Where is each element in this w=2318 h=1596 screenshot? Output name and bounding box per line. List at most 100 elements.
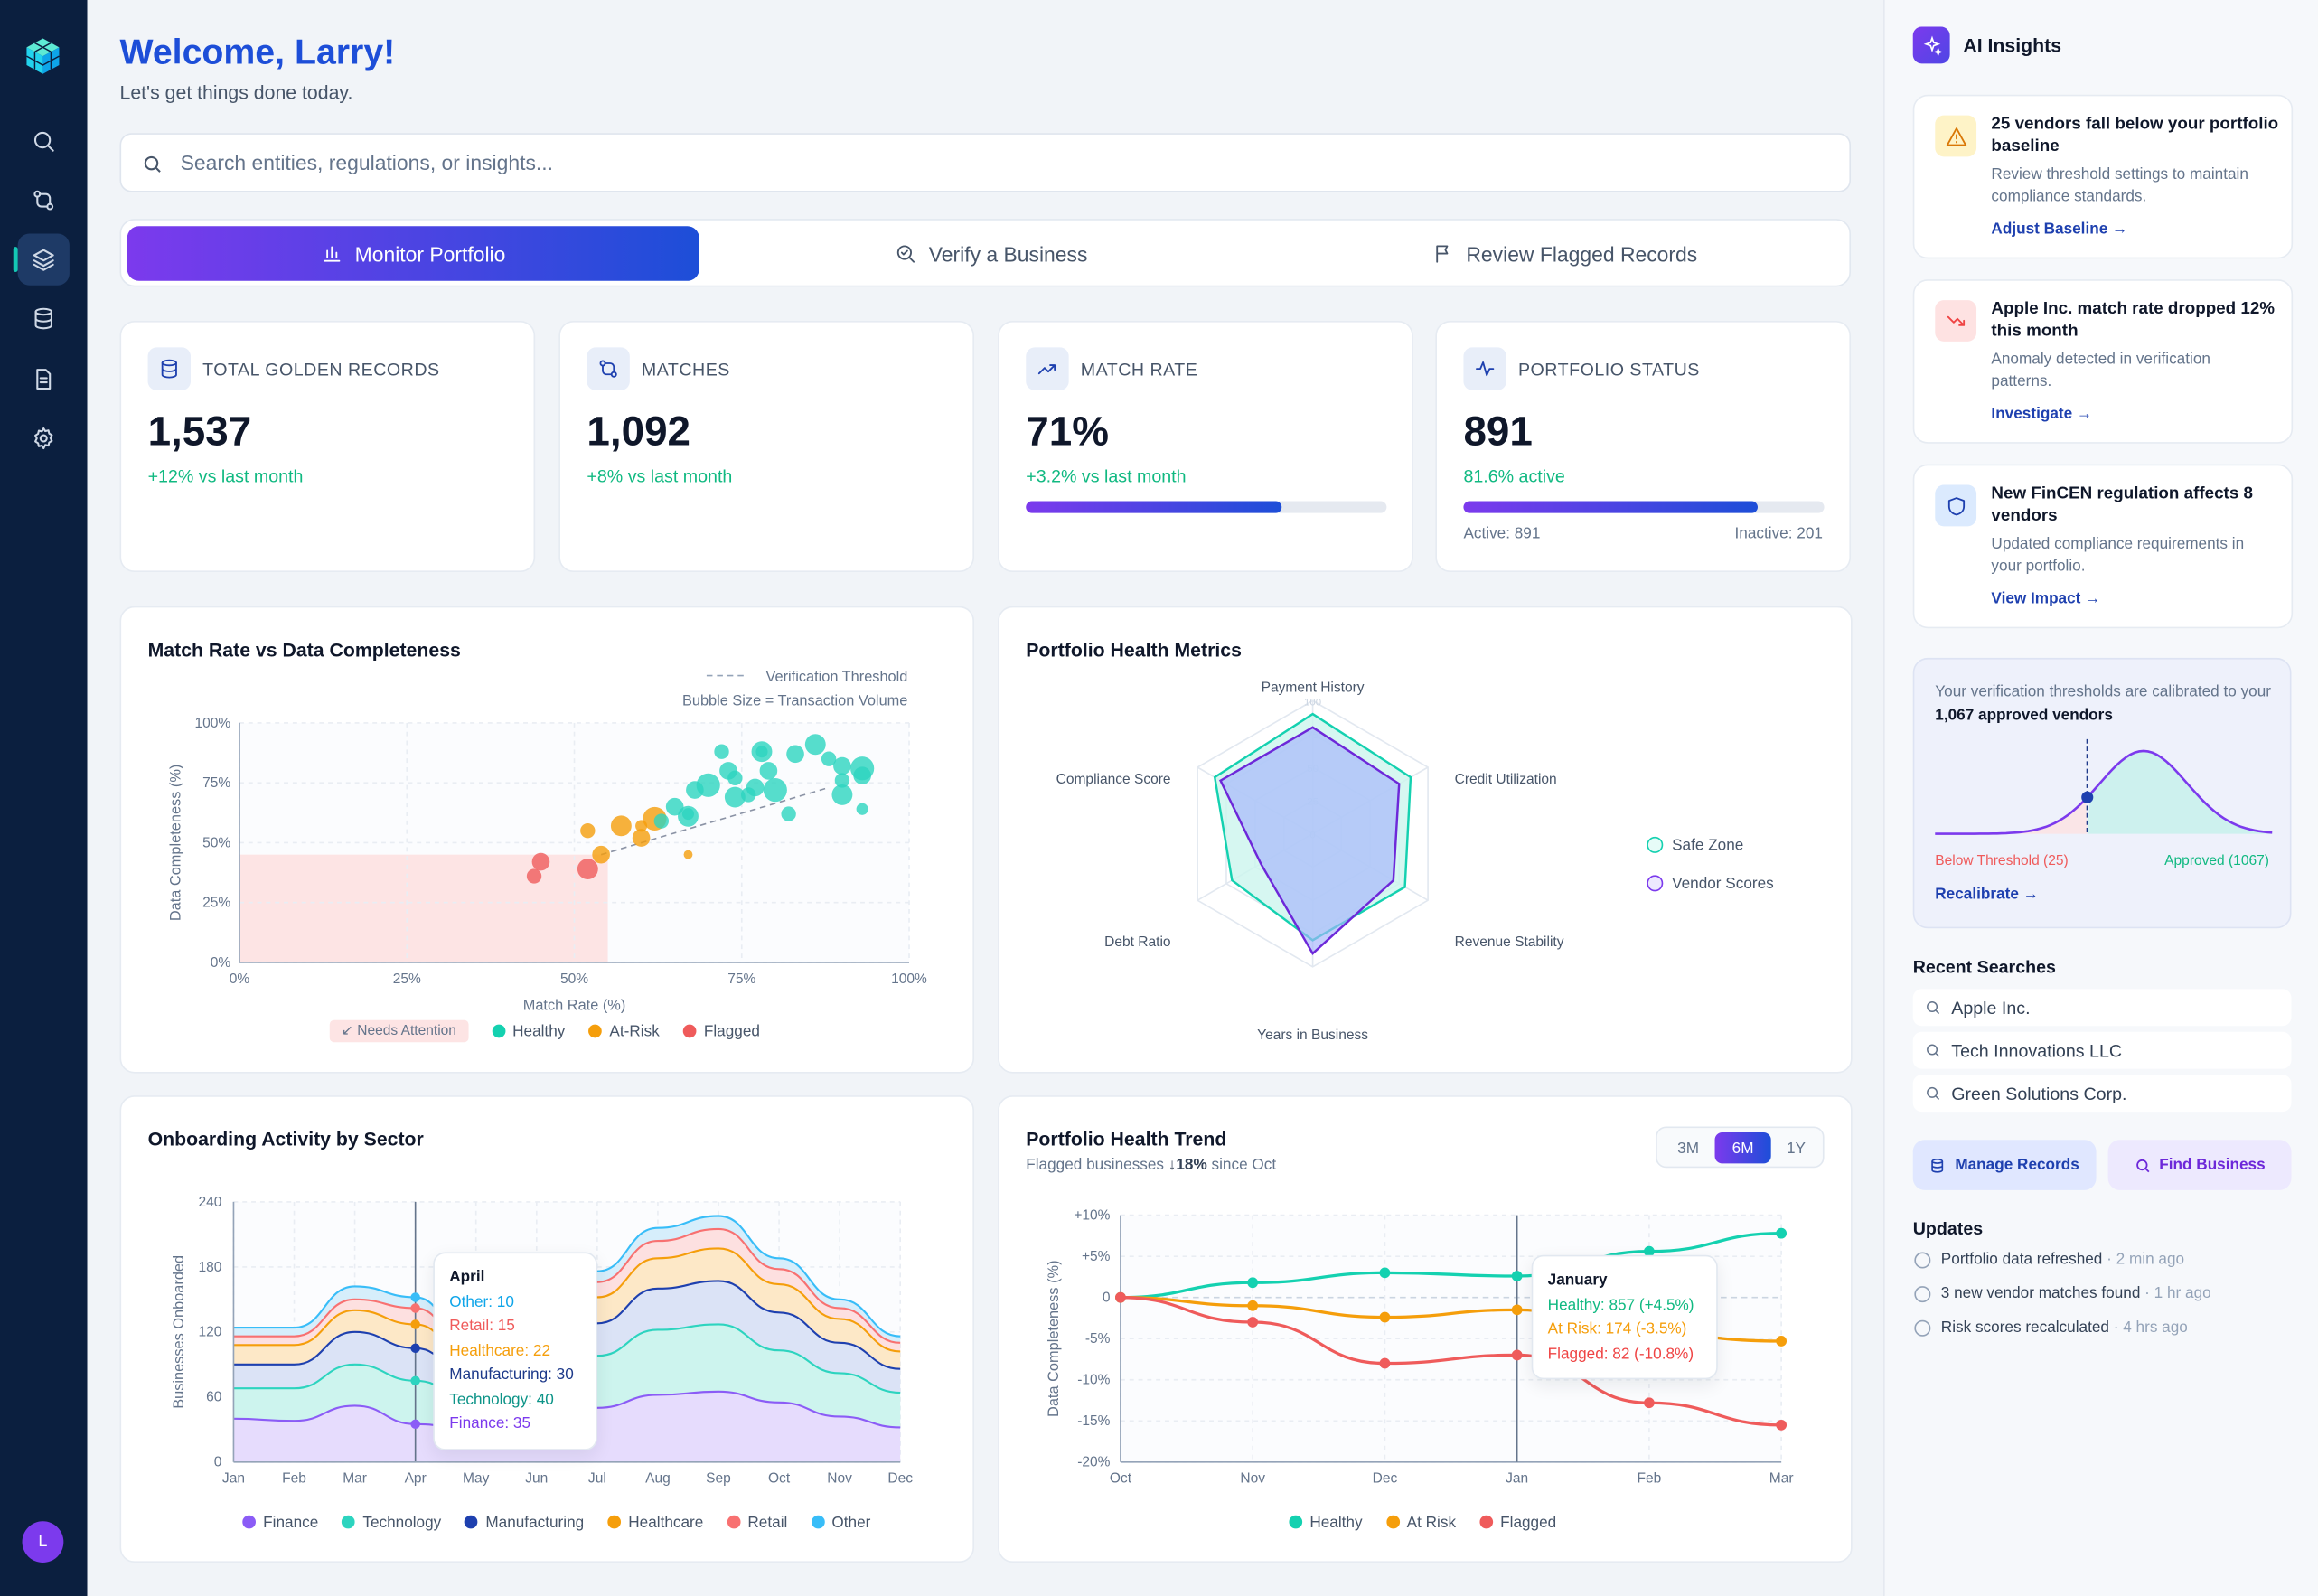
view-impact-link[interactable]: View Impact → <box>1991 589 2101 608</box>
nav-layers-icon[interactable] <box>13 233 70 286</box>
scatter-point-healthy <box>831 784 853 805</box>
portfolio-status-progress <box>1463 501 1825 513</box>
database-icon <box>147 347 192 390</box>
scatter-point-healthy <box>653 813 670 829</box>
kpi-card-portfolio-status: PORTFOLIO STATUS 891 81.6% active Active… <box>1435 320 1852 573</box>
nav-document-icon[interactable] <box>18 353 70 405</box>
scatter-chart: Verification Threshold Bubble Size = Tra… <box>168 669 927 1013</box>
scatter-chart-card: Match Rate vs Data Completeness Verifica… <box>119 606 974 1074</box>
y-tick-label: -15% <box>1077 1413 1110 1429</box>
y-tick-label: 0 <box>214 1455 222 1470</box>
find-business-button[interactable]: Find Business <box>2107 1140 2292 1190</box>
portfolio-status-progress-fill <box>1463 501 1759 513</box>
match-rate-progress <box>1026 501 1387 513</box>
x-tick-label: May <box>463 1471 490 1487</box>
warning-icon <box>1935 115 1977 157</box>
tab-verify-business[interactable]: Verify a Business <box>705 226 1277 281</box>
manage-records-button[interactable]: Manage Records <box>1912 1140 2097 1190</box>
search-input[interactable] <box>180 134 1807 192</box>
radar-tick-label: 100 <box>1304 697 1321 708</box>
scatter-point-healthy <box>804 734 826 756</box>
activity-icon <box>1463 347 1506 390</box>
scatter-point-healthy <box>714 744 729 759</box>
x-tick-label: Jun <box>525 1471 548 1487</box>
x-tick-label: Feb <box>1638 1471 1662 1487</box>
tooltip-row: Other: 10 <box>449 1292 514 1311</box>
kpi-value: 71% <box>1026 408 1109 455</box>
nav-search-icon[interactable] <box>18 116 70 167</box>
flag-icon <box>1435 245 1449 263</box>
scatter-point-at-risk <box>592 845 610 864</box>
tooltip-row: Technology: 40 <box>449 1390 554 1409</box>
recent-search-item[interactable]: Apple Inc. <box>1912 989 2292 1027</box>
x-tick-label: 50% <box>560 972 588 987</box>
needs-attention-zone <box>239 854 608 962</box>
kpi-value: 891 <box>1463 408 1533 455</box>
legend-safe-zone: Safe Zone <box>1647 836 1743 854</box>
y-axis-label: Businesses Onboarded <box>171 1255 187 1409</box>
scatter-point-healthy <box>755 746 768 758</box>
scatter-point-flagged <box>526 868 542 884</box>
insight-card-fincen: New FinCEN regulation affects 8 vendors … <box>1912 464 2294 629</box>
chart-title: Portfolio Health Metrics <box>1026 638 1242 662</box>
page-subtitle: Let's get things done today. <box>119 80 353 104</box>
trend-chart-card: Portfolio Health Trend Flagged businesse… <box>998 1095 1853 1563</box>
chart-title: Portfolio Health Trend <box>1026 1128 1227 1150</box>
threshold-text: Your verification thresholds are calibra… <box>1935 682 2271 725</box>
recalibrate-link[interactable]: Recalibrate → <box>1935 885 2039 904</box>
clock-icon <box>1914 1286 1931 1303</box>
range-1y-button[interactable]: 1Y <box>1786 1139 1807 1158</box>
nav-settings-gear-icon[interactable] <box>18 412 70 464</box>
y-tick-label: 25% <box>202 896 230 911</box>
kpi-value: 1,537 <box>147 408 252 455</box>
search-icon <box>1927 1086 1940 1100</box>
trending-up-icon <box>1026 347 1069 390</box>
tab-label: Verify a Business <box>928 241 1088 266</box>
scatter-point-healthy <box>681 808 695 821</box>
update-item: Portfolio data refreshed · 2 min ago <box>1940 1250 2185 1269</box>
trend-line-chart: +10% +5% 0 -5% -10% -15% -20%Oct Nov Dec Jan Feb Ma… <box>1046 1208 1794 1487</box>
y-tick-label: 75% <box>202 775 230 791</box>
user-avatar[interactable]: L <box>22 1521 64 1563</box>
x-tick-label: Mar <box>1769 1471 1794 1487</box>
point-healthy <box>1776 1227 1788 1239</box>
adjust-baseline-link[interactable]: Adjust Baseline → <box>1991 220 2128 239</box>
point-flagged <box>1776 1419 1788 1431</box>
tab-review-flagged[interactable]: Review Flagged Records <box>1283 226 1846 281</box>
kpi-label: TOTAL GOLDEN RECORDS <box>202 359 440 380</box>
y-tick-label: 50% <box>202 835 230 850</box>
y-tick-label: 60 <box>206 1390 222 1405</box>
scatter-point-flagged <box>531 852 550 871</box>
nav-git-compare-icon[interactable] <box>18 174 70 226</box>
search-icon <box>2135 1159 2149 1172</box>
range-6m-button[interactable]: 6M <box>1714 1132 1771 1164</box>
hover-point-manufacturing <box>410 1343 420 1354</box>
x-axis-label: Match Rate (%) <box>523 997 626 1013</box>
point-flagged <box>1511 1349 1523 1361</box>
y-tick-label: 180 <box>198 1260 221 1275</box>
sector-tooltip: April Other: 10 Retail: 15 Healthcare: 2… <box>433 1252 597 1450</box>
tab-monitor-portfolio[interactable]: Monitor Portfolio <box>127 226 699 281</box>
x-tick-label: Nov <box>1240 1471 1265 1487</box>
scatter-point-at-risk <box>580 822 596 839</box>
scatter-point-healthy <box>746 778 765 797</box>
active-count: Active: 891 <box>1463 524 1541 543</box>
hover-point-finance <box>410 1419 420 1430</box>
legend-technology: Technology <box>342 1514 441 1532</box>
legend-at-risk: At-Risk <box>588 1022 660 1040</box>
search-check-icon <box>897 245 915 263</box>
app-logo-icon[interactable] <box>23 35 64 77</box>
x-tick-label: Dec <box>887 1471 913 1487</box>
recent-search-item[interactable]: Tech Innovations LLC <box>1912 1031 2292 1069</box>
point-healthy <box>1511 1271 1523 1281</box>
radar-axis-label: Revenue Stability <box>1455 934 1564 950</box>
recent-search-item[interactable]: Green Solutions Corp. <box>1912 1075 2292 1113</box>
investigate-link[interactable]: Investigate → <box>1991 405 2093 423</box>
search-icon <box>1927 1001 1940 1015</box>
tooltip-row: Flagged: 82 (-10.8%) <box>1547 1344 1694 1363</box>
nav-database-icon[interactable] <box>18 293 70 344</box>
distribution-curve <box>1935 749 2273 835</box>
search-icon <box>144 155 161 173</box>
hover-point-retail <box>410 1303 420 1313</box>
range-3m-button[interactable]: 3M <box>1677 1139 1700 1158</box>
